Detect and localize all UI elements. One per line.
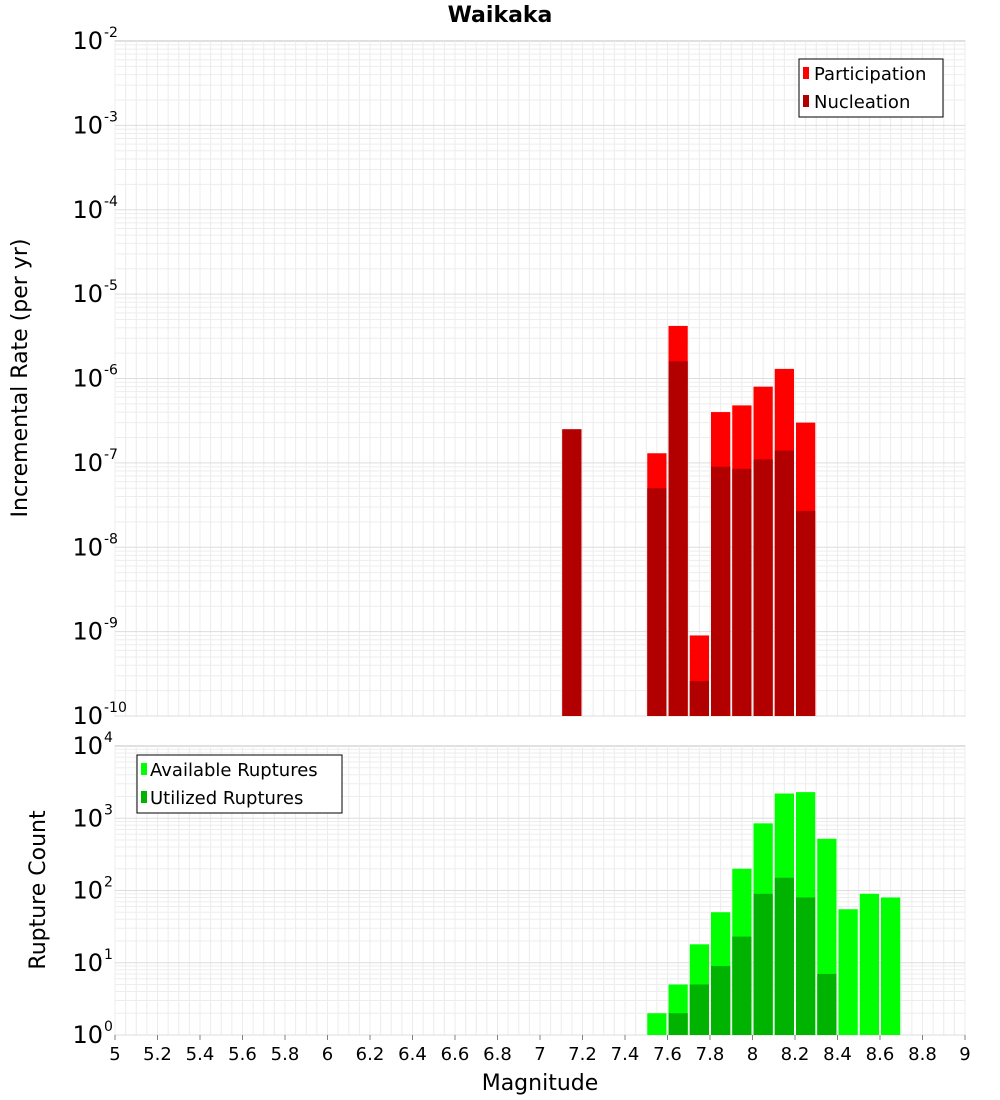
x-tick-label: 6.2 <box>356 1044 385 1065</box>
legend-label-available-ruptures: Available Ruptures <box>150 760 318 781</box>
x-tick-label: 9 <box>959 1044 970 1065</box>
y-tick-exponent: -8 <box>104 531 118 547</box>
y-tick-label: 10 <box>72 732 103 760</box>
x-tick-label: 5.6 <box>228 1044 257 1065</box>
legend-label-nucleation: Nucleation <box>814 92 910 113</box>
x-tick-label: 6.8 <box>483 1044 512 1065</box>
bar-nucleation <box>774 450 794 716</box>
y-tick-label: 10 <box>72 1021 103 1049</box>
y-tick-label: 10 <box>72 533 103 561</box>
y-tick-label: 10 <box>72 804 103 832</box>
legend-swatch-available-ruptures <box>141 763 147 775</box>
x-tick-label: 6.4 <box>398 1044 427 1065</box>
y-tick-exponent: -10 <box>104 700 127 716</box>
top-legend: Participation Nucleation <box>798 58 944 118</box>
x-ticks: 5 5.2 5.4 5.6 5.8 6 6.2 6.4 6.6 6.8 7 7.2 7.4 7.6 7.8 8… <box>109 1035 971 1065</box>
y-tick-exponent: 3 <box>104 802 113 818</box>
y-tick-exponent: -7 <box>104 447 118 463</box>
x-tick-label: 8.4 <box>823 1044 852 1065</box>
y-tick-exponent: -6 <box>104 363 118 379</box>
legend-swatch-nucleation <box>803 95 809 107</box>
legend-label-participation: Participation <box>814 64 926 85</box>
y-tick-label: 10 <box>72 280 103 308</box>
legend-label-utilized-ruptures: Utilized Ruptures <box>150 788 303 809</box>
chart-title: Waikaka <box>448 3 553 28</box>
bottom-legend: Available Ruptures Utilized Ruptures <box>136 754 343 814</box>
x-tick-label: 7 <box>534 1044 545 1065</box>
y-tick-label: 10 <box>72 877 103 905</box>
y-tick-label: 10 <box>72 949 103 977</box>
y-tick-exponent: -3 <box>104 109 118 125</box>
bar-nucleation <box>689 680 709 716</box>
bar-nucleation <box>796 510 816 716</box>
x-tick-label: 8 <box>747 1044 758 1065</box>
x-tick-label: 6 <box>322 1044 333 1065</box>
x-tick-label: 7.6 <box>653 1044 682 1065</box>
top-gridlines <box>114 41 966 717</box>
x-tick-label: 8.8 <box>908 1044 937 1065</box>
y-tick-label: 10 <box>72 702 103 730</box>
x-tick-label: 6.6 <box>441 1044 470 1065</box>
top-y-axis-label: Incremental Rate (per yr) <box>8 239 33 518</box>
bar-utilized-ruptures <box>753 893 773 1035</box>
top-bars <box>562 325 816 716</box>
y-tick-label: 10 <box>72 449 103 477</box>
y-tick-label: 10 <box>72 618 103 646</box>
x-tick-label: 5 <box>109 1044 120 1065</box>
y-tick-exponent: 4 <box>104 730 113 746</box>
y-tick-label: 10 <box>72 111 103 139</box>
bar-available-ruptures <box>838 909 858 1035</box>
x-tick-label: 5.8 <box>271 1044 300 1065</box>
bar-available-ruptures <box>859 893 879 1035</box>
y-tick-exponent: 0 <box>104 1019 113 1035</box>
bar-utilized-ruptures <box>689 984 709 1035</box>
bar-available-ruptures <box>647 1013 667 1035</box>
legend-swatch-participation <box>803 67 809 79</box>
top-legend-box <box>798 58 944 118</box>
bar-utilized-ruptures <box>668 1013 688 1035</box>
y-tick-exponent: 1 <box>104 947 113 963</box>
bar-nucleation <box>647 488 667 716</box>
bar-utilized-ruptures <box>774 877 794 1035</box>
x-tick-label: 5.4 <box>186 1044 215 1065</box>
bottom-bars <box>647 792 901 1035</box>
x-tick-label: 5.2 <box>143 1044 172 1065</box>
y-tick-label: 10 <box>72 365 103 393</box>
x-tick-label: 8.6 <box>866 1044 895 1065</box>
y-tick-label: 10 <box>72 27 103 55</box>
y-tick-label: 10 <box>72 196 103 224</box>
bar-utilized-ruptures <box>796 897 816 1035</box>
bar-nucleation <box>668 361 688 716</box>
bar-nucleation <box>732 468 752 716</box>
bar-nucleation <box>711 466 731 716</box>
bar-utilized-ruptures <box>732 936 752 1035</box>
x-axis-label: Magnitude <box>482 1071 599 1096</box>
bar-utilized-ruptures <box>817 973 837 1035</box>
legend-swatch-utilized-ruptures <box>141 791 147 803</box>
y-tick-exponent: -4 <box>104 194 118 210</box>
x-tick-label: 7.8 <box>696 1044 725 1065</box>
x-tick-label: 7.4 <box>611 1044 640 1065</box>
bar-available-ruptures <box>881 897 901 1035</box>
y-tick-exponent: -9 <box>104 616 118 632</box>
bottom-y-axis-label: Rupture Count <box>26 810 51 970</box>
y-tick-exponent: -5 <box>104 278 118 294</box>
x-tick-label: 7.2 <box>568 1044 597 1065</box>
bar-nucleation <box>753 459 773 716</box>
y-tick-exponent: 2 <box>104 875 113 891</box>
x-tick-label: 8.2 <box>781 1044 810 1065</box>
y-tick-exponent: -2 <box>104 25 118 41</box>
bottom-legend-box <box>136 754 343 814</box>
bar-utilized-ruptures <box>711 966 731 1035</box>
bar-nucleation <box>562 429 582 716</box>
